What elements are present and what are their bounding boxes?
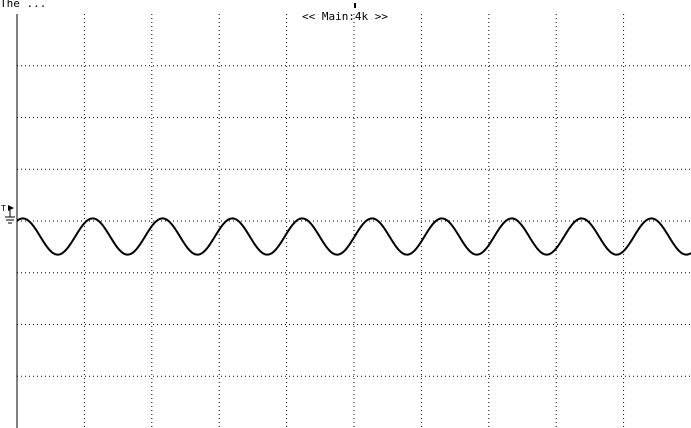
series-line xyxy=(16,217,691,256)
trigger-marker: T xyxy=(1,204,14,213)
trigger-label: T xyxy=(1,204,6,213)
ground-icon xyxy=(5,210,15,224)
header-top-left-text: The ... xyxy=(0,0,46,10)
trigger-arrow-icon xyxy=(8,205,14,211)
grid xyxy=(17,14,691,428)
memory-label: << Main:4k >> xyxy=(302,10,388,23)
